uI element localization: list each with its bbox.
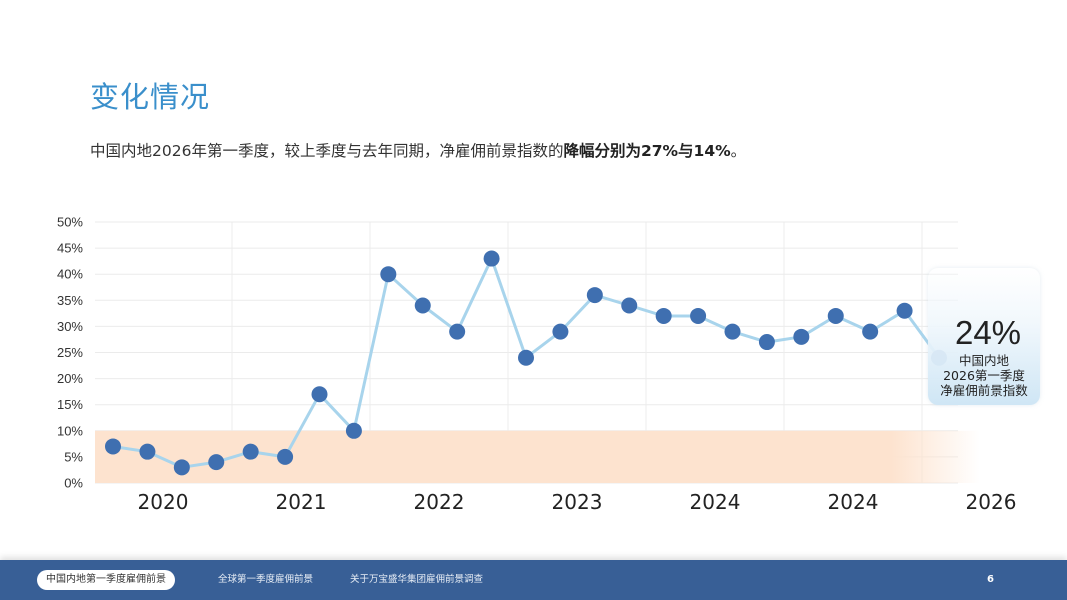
svg-text:2024: 2024	[690, 490, 741, 514]
data-point-marker	[311, 386, 328, 403]
footer-nav: 中国内地第一季度雇佣前景 全球第一季度雇佣前景 关于万宝盛华集团雇佣前景调查 6	[0, 560, 1067, 600]
data-point-marker	[827, 307, 844, 324]
data-point-marker	[449, 323, 466, 340]
data-point-marker	[173, 459, 190, 476]
highlight-band	[95, 430, 980, 483]
page-number: 6	[987, 574, 994, 585]
data-point-marker	[724, 323, 741, 340]
data-point-marker	[483, 250, 500, 267]
callout-line-period: 2026第一季度	[943, 368, 1025, 383]
svg-text:35%: 35%	[57, 293, 83, 308]
svg-text:2022: 2022	[414, 490, 465, 514]
subtitle-highlight: 降幅分别为27%与14%	[563, 142, 731, 160]
series-markers	[105, 250, 947, 476]
svg-text:2021: 2021	[276, 490, 327, 514]
footer-tab-global-outlook[interactable]: 全球第一季度雇佣前景	[218, 574, 314, 585]
y-axis-labels: 0% 5% 10% 15% 20% 25% 30% 35% 40% 45% 50%	[57, 215, 83, 491]
x-axis-labels: 2020 2021 2022 2023 2024 2024 2026	[138, 490, 1017, 514]
svg-text:5%: 5%	[64, 449, 83, 464]
data-point-marker	[242, 443, 259, 460]
svg-text:20%: 20%	[57, 371, 83, 386]
data-point-marker	[277, 448, 294, 465]
data-point-marker	[621, 297, 638, 314]
data-point-marker	[518, 349, 534, 366]
svg-text:2024: 2024	[828, 490, 879, 514]
data-point-marker	[690, 307, 707, 324]
svg-text:0%: 0%	[64, 476, 83, 491]
svg-text:50%: 50%	[57, 215, 83, 230]
data-point-marker	[655, 307, 672, 324]
callout-line-metric: 净雇佣前景指数	[940, 383, 1028, 398]
svg-text:25%: 25%	[57, 345, 83, 360]
data-point-marker	[139, 443, 156, 460]
data-point-marker	[552, 323, 569, 340]
svg-text:2026: 2026	[966, 490, 1017, 514]
data-point-marker	[414, 297, 431, 314]
data-point-marker	[862, 323, 879, 340]
page-title: 变化情况	[90, 80, 211, 114]
svg-text:40%: 40%	[57, 267, 83, 282]
svg-text:30%: 30%	[57, 319, 83, 334]
data-point-marker	[208, 454, 225, 471]
line-chart: 0% 5% 10% 15% 20% 25% 30% 35% 40% 45% 50% 2020 2021…	[57, 215, 1017, 515]
data-point-marker	[380, 266, 397, 283]
footer-tab-china-outlook[interactable]: 中国内地第一季度雇佣前景	[37, 570, 175, 590]
data-point-marker	[793, 328, 810, 345]
footer-tab-about-survey[interactable]: 关于万宝盛华集团雇佣前景调查	[350, 574, 484, 585]
index-callout: 24% 中国内地 2026第一季度 净雇佣前景指数	[928, 268, 1040, 405]
data-point-marker	[586, 287, 603, 304]
data-point-marker	[896, 302, 913, 319]
svg-text:15%: 15%	[57, 397, 83, 412]
data-point-marker	[105, 438, 121, 455]
svg-text:10%: 10%	[57, 423, 83, 438]
svg-text:2020: 2020	[138, 490, 189, 514]
page-subtitle: 中国内地2026年第一季度，较上季度与去年同期，净雇佣前景指数的降幅分别为27%…	[90, 139, 746, 161]
subtitle-text: 中国内地2026年第一季度，较上季度与去年同期，净雇佣前景指数的	[90, 142, 564, 160]
svg-text:2023: 2023	[552, 490, 603, 514]
data-point-marker	[345, 422, 362, 439]
data-point-marker	[758, 334, 775, 351]
svg-text:45%: 45%	[57, 241, 83, 256]
subtitle-end: 。	[730, 142, 747, 160]
callout-line-region: 中国内地	[958, 353, 1009, 368]
callout-value: 24%	[954, 314, 1022, 351]
